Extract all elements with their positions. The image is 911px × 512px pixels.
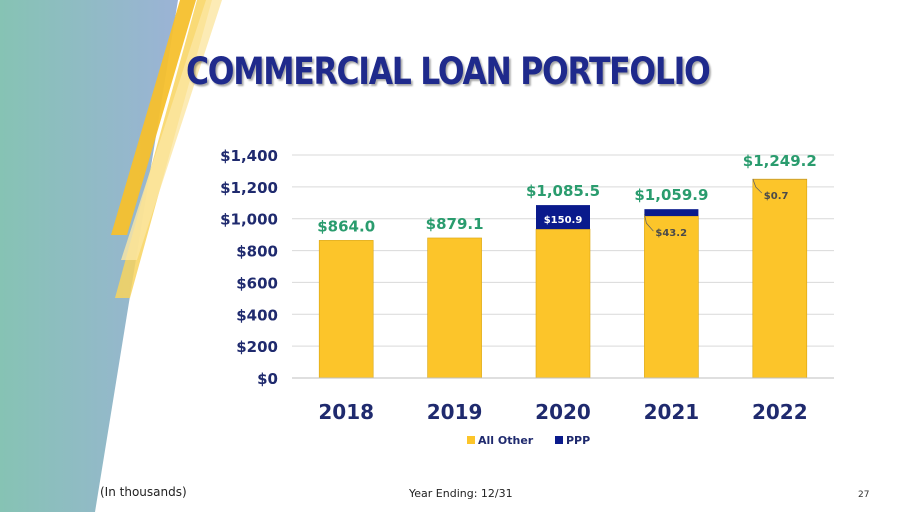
bar-ppp: [536, 205, 590, 230]
ppp-data-label: $43.2: [655, 228, 687, 239]
total-data-label: $1,059.9: [634, 186, 708, 204]
page-number: 27: [858, 490, 870, 500]
units-footnote: (In thousands): [100, 485, 187, 499]
legend-label-ppp: PPP: [566, 434, 590, 447]
x-tick-label: 2019: [427, 400, 483, 424]
y-tick-label: $1,400: [220, 147, 278, 165]
total-data-label: $1,085.5: [526, 182, 600, 200]
ppp-data-label: $150.9: [544, 215, 583, 226]
total-data-label: $864.0: [317, 217, 375, 235]
y-tick-label: $1,200: [220, 179, 278, 197]
ppp-label-leader: [644, 214, 654, 232]
legend-swatch-ppp: [555, 436, 563, 444]
page-title: COMMERCIAL LOAN PORTFOLIO: [186, 50, 711, 93]
ppp-label-leader: [752, 178, 763, 194]
bar-ppp: [644, 209, 699, 217]
bar-all-other: [535, 228, 591, 379]
gold-stripe-3: [121, 0, 222, 260]
bar-all-other: [644, 215, 699, 379]
teal-side-panel: [0, 0, 178, 512]
x-tick-label: 2021: [644, 400, 700, 424]
legend-swatch-all-other: [467, 436, 475, 444]
gold-stripe-1: [111, 0, 196, 235]
y-tick-label: $600: [236, 274, 278, 292]
total-data-label: $1,249.2: [743, 152, 817, 170]
bar-all-other: [318, 240, 374, 379]
y-tick-label: $200: [236, 338, 278, 356]
bar-all-other: [752, 178, 808, 379]
total-data-label: $879.1: [426, 215, 484, 233]
y-tick-label: $400: [236, 306, 278, 324]
x-tick-label: 2020: [535, 400, 591, 424]
ppp-data-label: $0.7: [764, 191, 789, 202]
x-tick-label: 2018: [318, 400, 374, 424]
legend-label-all-other: All Other: [478, 434, 534, 447]
period-note: Year Ending: 12/31: [409, 487, 513, 500]
x-tick-label: 2022: [752, 400, 808, 424]
y-tick-label: $1,000: [220, 211, 278, 229]
bar-all-other: [427, 237, 482, 379]
y-tick-label: $800: [236, 243, 278, 261]
y-tick-label: $0: [257, 370, 278, 388]
